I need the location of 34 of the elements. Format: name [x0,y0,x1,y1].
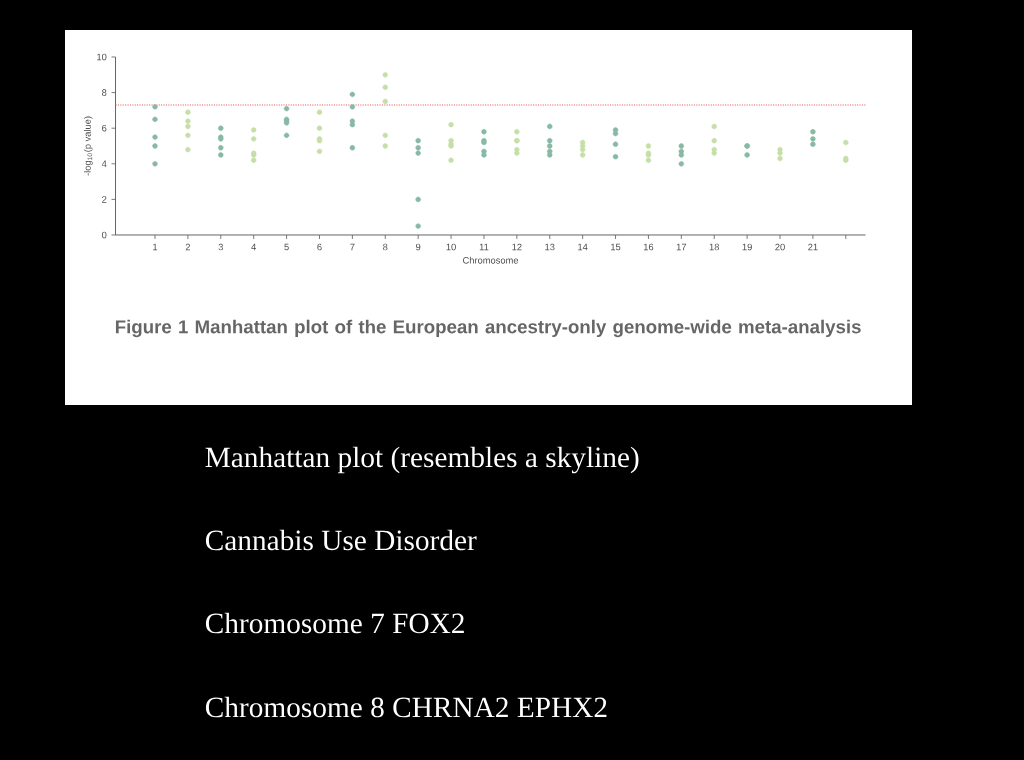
x-tick-label: 18 [709,243,720,251]
x-tick-label: 13 [545,243,555,251]
y-tick-label: 2 [102,196,107,203]
x-tick-label: 20 [775,243,785,251]
x-axis-title: Chromosome [463,256,519,264]
y-tick-label: 6 [102,124,107,132]
x-tick-label: 3 [218,243,223,251]
y-tick-label: 10 [97,53,107,61]
y-tick-label: 0 [101,231,107,239]
x-tick-label: 9 [416,243,421,251]
x-tick-label: 2 [185,243,191,251]
x-tick-label: 1 [153,243,158,251]
x-tick-label: 15 [611,243,621,251]
x-tick-label: 19 [742,243,752,251]
text: Chromosome 7 FOX2 [205,612,464,634]
y-axis-title: -log$_{10}$(p value) [83,116,93,176]
x-tick-label: 21 [808,243,818,251]
x-tick-label: 5 [284,243,289,251]
x-tick-label: 16 [643,243,654,251]
x-tick-label: 4 [251,243,257,251]
text: Cannabis Use Disorder [205,529,477,551]
x-tick-label: 10 [446,243,456,251]
text: Chromosome 8 CHRNA2 EPHX2 [205,696,607,718]
text: Manhattan plot (resembles a skyline) [205,446,639,474]
text: Figure 1 Manhattan plot of the European ancestry-only genome-wide meta-analysis [115,319,861,338]
x-tick-label: 11 [479,243,489,251]
x-tick-label: 7 [350,243,355,251]
x-tick-label: 6 [317,243,322,251]
y-tick-label: 8 [102,89,107,96]
x-tick-label: 12 [512,243,522,251]
x-tick-label: 8 [383,243,388,251]
x-tick-label: 17 [676,243,687,251]
x-tick-label: 14 [578,243,588,251]
y-tick-label: 4 [101,160,107,167]
